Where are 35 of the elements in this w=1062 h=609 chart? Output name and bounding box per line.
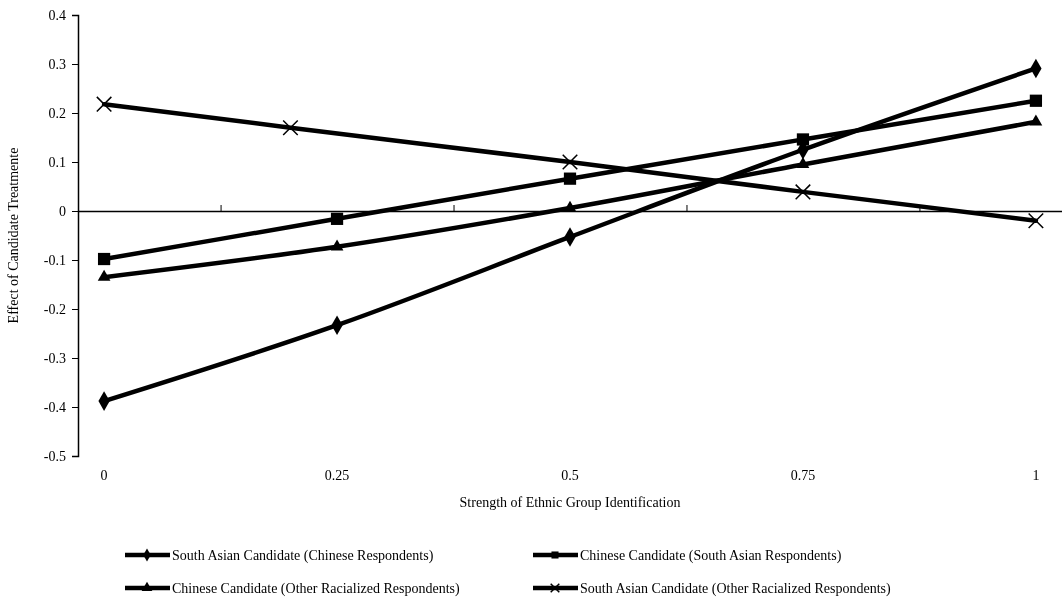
legend-label: South Asian Candidate (Chinese Respondents) xyxy=(172,548,434,564)
x-tick-label: 0.75 xyxy=(790,468,816,483)
y-tick-label: -0.3 xyxy=(43,350,66,366)
point xyxy=(794,183,811,200)
y-tick-label: 0 xyxy=(59,203,66,219)
x-tick-label: 1 xyxy=(1032,468,1040,483)
legend-label: Chinese Candidate (Other Racialized Respondents) xyxy=(172,581,461,597)
y-axis-title: Effect of Candidate Treatmente xyxy=(6,147,21,324)
point xyxy=(561,153,579,171)
y-tick-label: -0.1 xyxy=(43,252,66,268)
point xyxy=(1029,94,1043,107)
point xyxy=(330,239,344,251)
y-tick-label: -0.2 xyxy=(43,301,66,317)
point xyxy=(282,119,299,136)
y-tick-label: 0.3 xyxy=(48,56,66,72)
legend-label: Chinese Candidate (South Asian Respondents) xyxy=(580,548,842,564)
point xyxy=(796,133,810,146)
point xyxy=(97,269,111,281)
point xyxy=(1029,114,1043,126)
point xyxy=(563,172,577,185)
y-tick-label: -0.5 xyxy=(43,448,66,464)
x-axis-title: Strength of Ethnic Group Identification xyxy=(459,495,681,510)
x-tick-label: 0.5 xyxy=(561,468,579,483)
point xyxy=(796,157,810,169)
y-tick-label: 0.1 xyxy=(48,154,66,170)
point xyxy=(97,252,111,266)
point xyxy=(1027,212,1044,229)
x-tick-label: 0 xyxy=(100,468,108,483)
x-tick-label: 0.25 xyxy=(324,468,350,483)
legend-label: South Asian Candidate (Other Racialized Respondents) xyxy=(580,581,891,597)
point xyxy=(330,212,344,225)
point xyxy=(96,96,113,113)
y-tick-label: 0.2 xyxy=(48,105,66,121)
y-tick-label: 0.4 xyxy=(48,7,66,23)
y-tick-label: -0.4 xyxy=(43,399,66,415)
